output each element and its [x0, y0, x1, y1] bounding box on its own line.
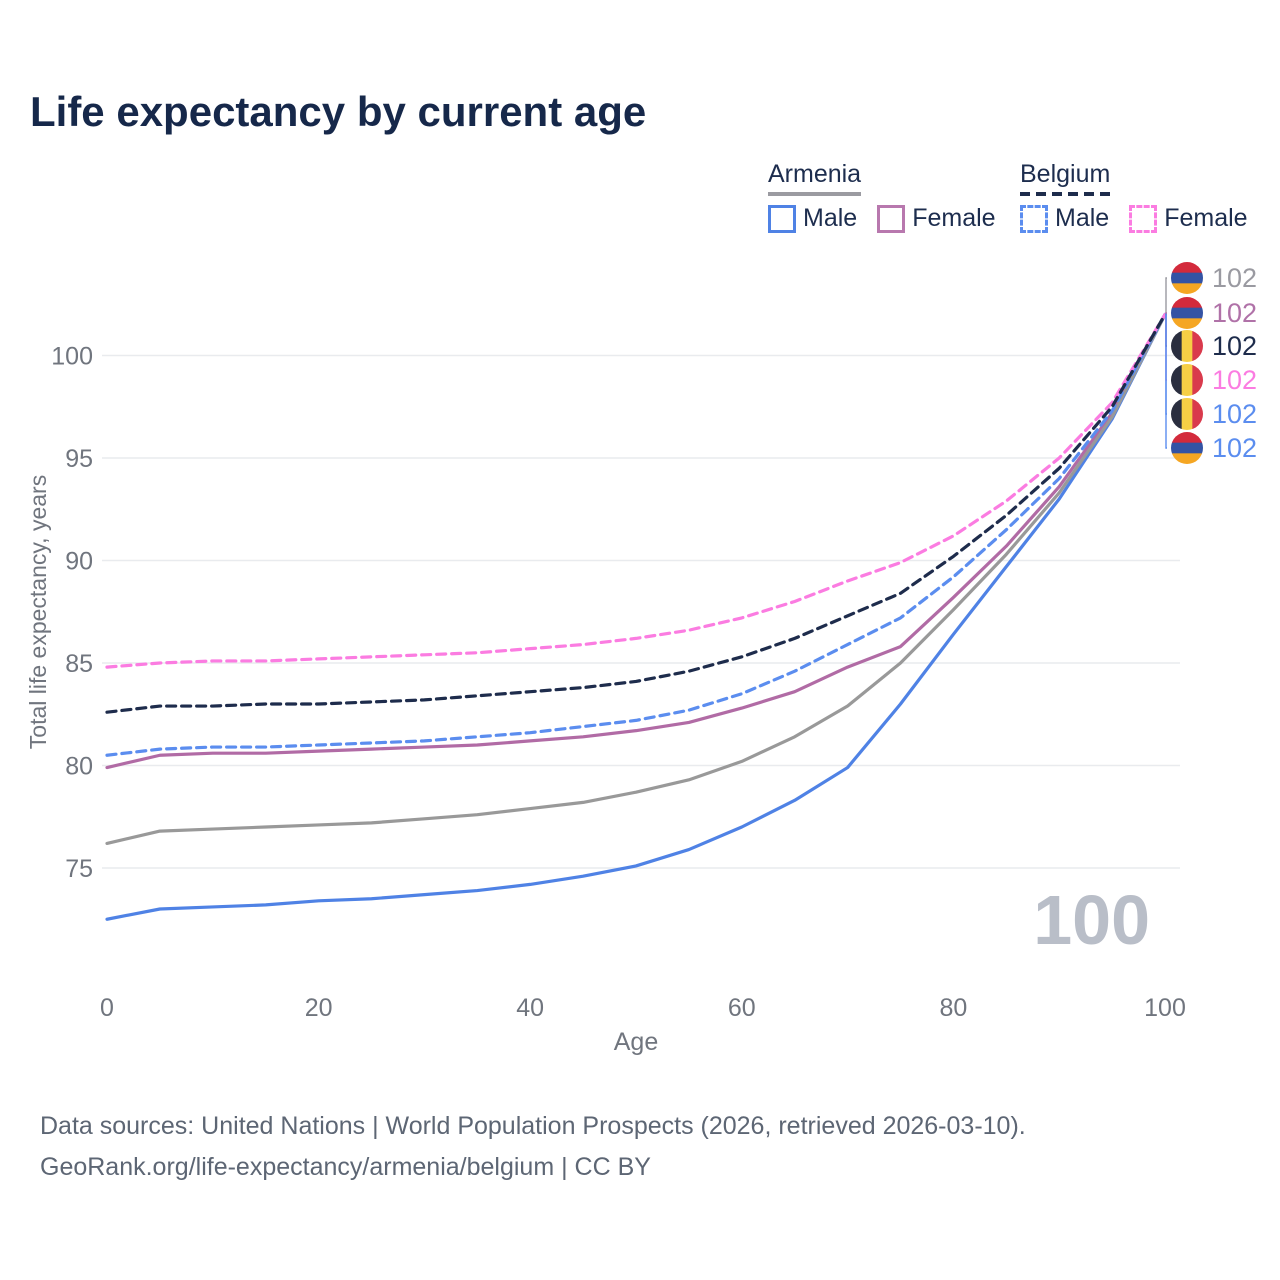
end-value-label-belgium: 102: [1212, 331, 1257, 361]
legend-country-belgium-label: Belgium: [1020, 160, 1111, 188]
armenia-solid-line-swatch: [768, 192, 862, 196]
legend-item-armenia-male[interactable]: Male: [768, 204, 857, 233]
series-line-belgium-male[interactable]: [105, 312, 1167, 757]
x-axis-title: Age: [614, 1028, 658, 1056]
age-counter-watermark: 100: [1033, 881, 1150, 959]
y-tick-label: 95: [65, 445, 93, 473]
armenia-flag-icon: [1171, 297, 1203, 329]
y-tick-label: 85: [65, 650, 93, 678]
belgium-flag-icon: [1171, 364, 1203, 396]
y-tick-label: 100: [51, 343, 93, 371]
legend-item-belgium-male[interactable]: Male: [1020, 204, 1109, 233]
x-tick-label: 40: [516, 994, 544, 1022]
armenia-flag-icon: [1171, 262, 1203, 294]
y-tick-label: 80: [65, 753, 93, 781]
line-chart: 75 80 85 90 95 100 0 20 40 60 80 100 Age Total life e…: [25, 262, 1257, 1056]
end-value-label-armenia-male: 102: [1212, 433, 1257, 463]
end-value-label-belgium-male: 102: [1212, 399, 1257, 429]
y-tick-label: 90: [65, 548, 93, 576]
legend-group-belgium: Belgium Male Female: [1020, 160, 1248, 233]
legend-country-armenia[interactable]: Armenia: [768, 160, 862, 196]
series-line-armenia[interactable]: [105, 312, 1167, 846]
x-tick-label: 100: [1144, 994, 1186, 1022]
legend: Armenia Male Female Belgium: [0, 160, 1280, 240]
belgium-female-swatch-icon: [1129, 204, 1158, 233]
end-value-label-belgium-female: 102: [1212, 365, 1257, 395]
series-line-armenia-male[interactable]: [105, 312, 1167, 921]
leader-line-0: [1165, 277, 1167, 316]
data-sources-text: Data sources: United Nations | World Pop…: [40, 1112, 1026, 1140]
armenia-female-label: Female: [912, 204, 996, 232]
legend-items-belgium: Male Female: [1020, 204, 1268, 233]
belgium-male-label: Male: [1055, 204, 1110, 232]
footer: Data sources: United Nations | World Pop…: [40, 1106, 1026, 1188]
end-value-label-armenia-female: 102: [1212, 298, 1257, 328]
armenia-male-label: Male: [803, 204, 858, 232]
x-tick-label: 60: [728, 994, 756, 1022]
armenia-flag-icon: [1171, 432, 1203, 464]
armenia-female-swatch-icon: [877, 204, 906, 233]
legend-items-armenia: Male Female: [768, 204, 1016, 233]
belgium-flag-icon: [1171, 330, 1203, 362]
x-tick-label: 20: [305, 994, 333, 1022]
belgium-dashed-line-swatch: [1020, 192, 1111, 196]
page-title: Life expectancy by current age: [30, 88, 647, 135]
series-line-armenia-female[interactable]: [105, 312, 1167, 770]
attribution-text: GeoRank.org/life-expectancy/armenia/belg…: [40, 1153, 651, 1181]
leader-line-5: [1165, 313, 1167, 449]
series-line-belgium-female[interactable]: [105, 312, 1167, 669]
legend-item-armenia-female[interactable]: Female: [877, 204, 996, 233]
belgium-female-label: Female: [1164, 204, 1248, 232]
legend-country-armenia-label: Armenia: [768, 160, 862, 188]
legend-group-armenia: Armenia Male Female: [768, 160, 996, 233]
y-tick-label: 75: [65, 855, 93, 883]
legend-item-belgium-female[interactable]: Female: [1129, 204, 1248, 233]
x-tick-label: 0: [100, 994, 114, 1022]
end-value-label-armenia: 102: [1212, 263, 1257, 293]
belgium-flag-icon: [1171, 398, 1203, 430]
belgium-male-swatch-icon: [1020, 204, 1048, 233]
y-axis-title: Total life expectancy, years: [25, 475, 51, 749]
x-tick-label: 80: [939, 994, 967, 1022]
armenia-male-swatch-icon: [768, 204, 796, 233]
legend-country-belgium[interactable]: Belgium: [1020, 160, 1111, 196]
series-line-belgium[interactable]: [105, 312, 1167, 714]
